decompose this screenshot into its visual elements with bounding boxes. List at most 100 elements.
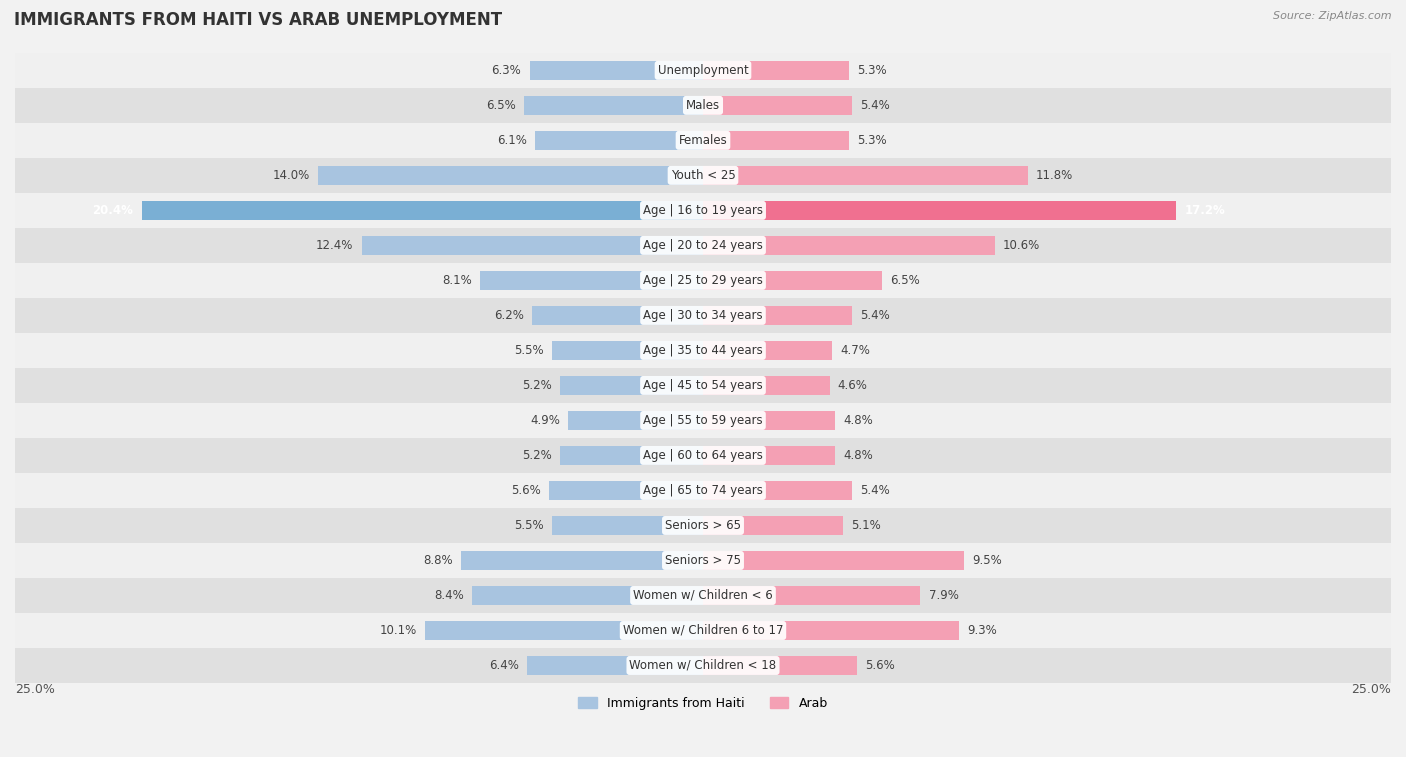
Text: 6.3%: 6.3%: [492, 64, 522, 77]
Bar: [703, 306, 852, 325]
Bar: [560, 446, 703, 465]
Text: 4.9%: 4.9%: [530, 414, 560, 427]
Text: 14.0%: 14.0%: [273, 169, 309, 182]
Text: 10.1%: 10.1%: [380, 624, 416, 637]
Bar: [527, 656, 703, 675]
Bar: [425, 621, 703, 640]
Text: 9.5%: 9.5%: [973, 554, 1002, 567]
Text: 5.1%: 5.1%: [852, 519, 882, 532]
Text: 6.5%: 6.5%: [486, 99, 516, 112]
Bar: [461, 551, 703, 570]
Bar: [703, 481, 852, 500]
Bar: [15, 543, 1391, 578]
Text: Women w/ Children < 18: Women w/ Children < 18: [630, 659, 776, 672]
Text: Women w/ Children 6 to 17: Women w/ Children 6 to 17: [623, 624, 783, 637]
Bar: [15, 613, 1391, 648]
Bar: [568, 411, 703, 430]
Legend: Immigrants from Haiti, Arab: Immigrants from Haiti, Arab: [574, 692, 832, 715]
Bar: [361, 235, 703, 255]
Bar: [536, 131, 703, 150]
Text: Females: Females: [679, 134, 727, 147]
Bar: [703, 166, 1028, 185]
Bar: [703, 411, 835, 430]
Text: Seniors > 65: Seniors > 65: [665, 519, 741, 532]
Bar: [15, 263, 1391, 298]
Bar: [15, 158, 1391, 193]
Text: 5.3%: 5.3%: [858, 134, 887, 147]
Text: Males: Males: [686, 99, 720, 112]
Text: 6.1%: 6.1%: [496, 134, 527, 147]
Bar: [703, 516, 844, 535]
Bar: [703, 235, 994, 255]
Text: Youth < 25: Youth < 25: [671, 169, 735, 182]
Text: Women w/ Children < 6: Women w/ Children < 6: [633, 589, 773, 602]
Bar: [533, 306, 703, 325]
Text: 17.2%: 17.2%: [1185, 204, 1226, 217]
Text: Age | 25 to 29 years: Age | 25 to 29 years: [643, 274, 763, 287]
Text: 4.8%: 4.8%: [844, 414, 873, 427]
Bar: [703, 621, 959, 640]
Text: 4.6%: 4.6%: [838, 379, 868, 392]
Bar: [15, 438, 1391, 473]
Bar: [15, 578, 1391, 613]
Bar: [703, 656, 858, 675]
Text: Seniors > 75: Seniors > 75: [665, 554, 741, 567]
Text: Age | 20 to 24 years: Age | 20 to 24 years: [643, 239, 763, 252]
Text: 7.9%: 7.9%: [929, 589, 959, 602]
Bar: [703, 586, 921, 605]
Bar: [703, 201, 1177, 220]
Text: Unemployment: Unemployment: [658, 64, 748, 77]
Text: 8.4%: 8.4%: [434, 589, 464, 602]
Text: 5.4%: 5.4%: [860, 309, 890, 322]
Text: 8.8%: 8.8%: [423, 554, 453, 567]
Text: 12.4%: 12.4%: [316, 239, 353, 252]
Text: Age | 30 to 34 years: Age | 30 to 34 years: [643, 309, 763, 322]
Bar: [560, 375, 703, 395]
Text: 11.8%: 11.8%: [1036, 169, 1073, 182]
Text: 5.4%: 5.4%: [860, 99, 890, 112]
Bar: [15, 403, 1391, 438]
Text: 5.5%: 5.5%: [513, 519, 543, 532]
Bar: [548, 481, 703, 500]
Bar: [15, 333, 1391, 368]
Text: Source: ZipAtlas.com: Source: ZipAtlas.com: [1274, 11, 1392, 21]
Text: 10.6%: 10.6%: [1002, 239, 1040, 252]
Text: 5.5%: 5.5%: [513, 344, 543, 357]
Bar: [703, 271, 882, 290]
Bar: [15, 298, 1391, 333]
Bar: [703, 446, 835, 465]
Text: 25.0%: 25.0%: [15, 683, 55, 696]
Text: 5.4%: 5.4%: [860, 484, 890, 497]
Bar: [472, 586, 703, 605]
Text: 5.6%: 5.6%: [865, 659, 896, 672]
Bar: [15, 88, 1391, 123]
Text: 4.7%: 4.7%: [841, 344, 870, 357]
Text: Age | 35 to 44 years: Age | 35 to 44 years: [643, 344, 763, 357]
Bar: [703, 131, 849, 150]
Bar: [703, 341, 832, 360]
Text: 5.2%: 5.2%: [522, 379, 551, 392]
Bar: [15, 368, 1391, 403]
Bar: [530, 61, 703, 80]
Bar: [15, 473, 1391, 508]
Bar: [15, 508, 1391, 543]
Text: 20.4%: 20.4%: [93, 204, 134, 217]
Text: 8.1%: 8.1%: [441, 274, 472, 287]
Bar: [15, 53, 1391, 88]
Text: Age | 16 to 19 years: Age | 16 to 19 years: [643, 204, 763, 217]
Bar: [15, 123, 1391, 158]
Text: 4.8%: 4.8%: [844, 449, 873, 462]
Bar: [15, 648, 1391, 683]
Text: Age | 65 to 74 years: Age | 65 to 74 years: [643, 484, 763, 497]
Bar: [703, 375, 830, 395]
Bar: [703, 95, 852, 115]
Text: 5.3%: 5.3%: [858, 64, 887, 77]
Text: Age | 60 to 64 years: Age | 60 to 64 years: [643, 449, 763, 462]
Text: Age | 55 to 59 years: Age | 55 to 59 years: [643, 414, 763, 427]
Bar: [15, 228, 1391, 263]
Bar: [703, 61, 849, 80]
Text: 6.5%: 6.5%: [890, 274, 920, 287]
Text: 5.6%: 5.6%: [510, 484, 541, 497]
Bar: [551, 516, 703, 535]
Text: IMMIGRANTS FROM HAITI VS ARAB UNEMPLOYMENT: IMMIGRANTS FROM HAITI VS ARAB UNEMPLOYME…: [14, 11, 502, 30]
